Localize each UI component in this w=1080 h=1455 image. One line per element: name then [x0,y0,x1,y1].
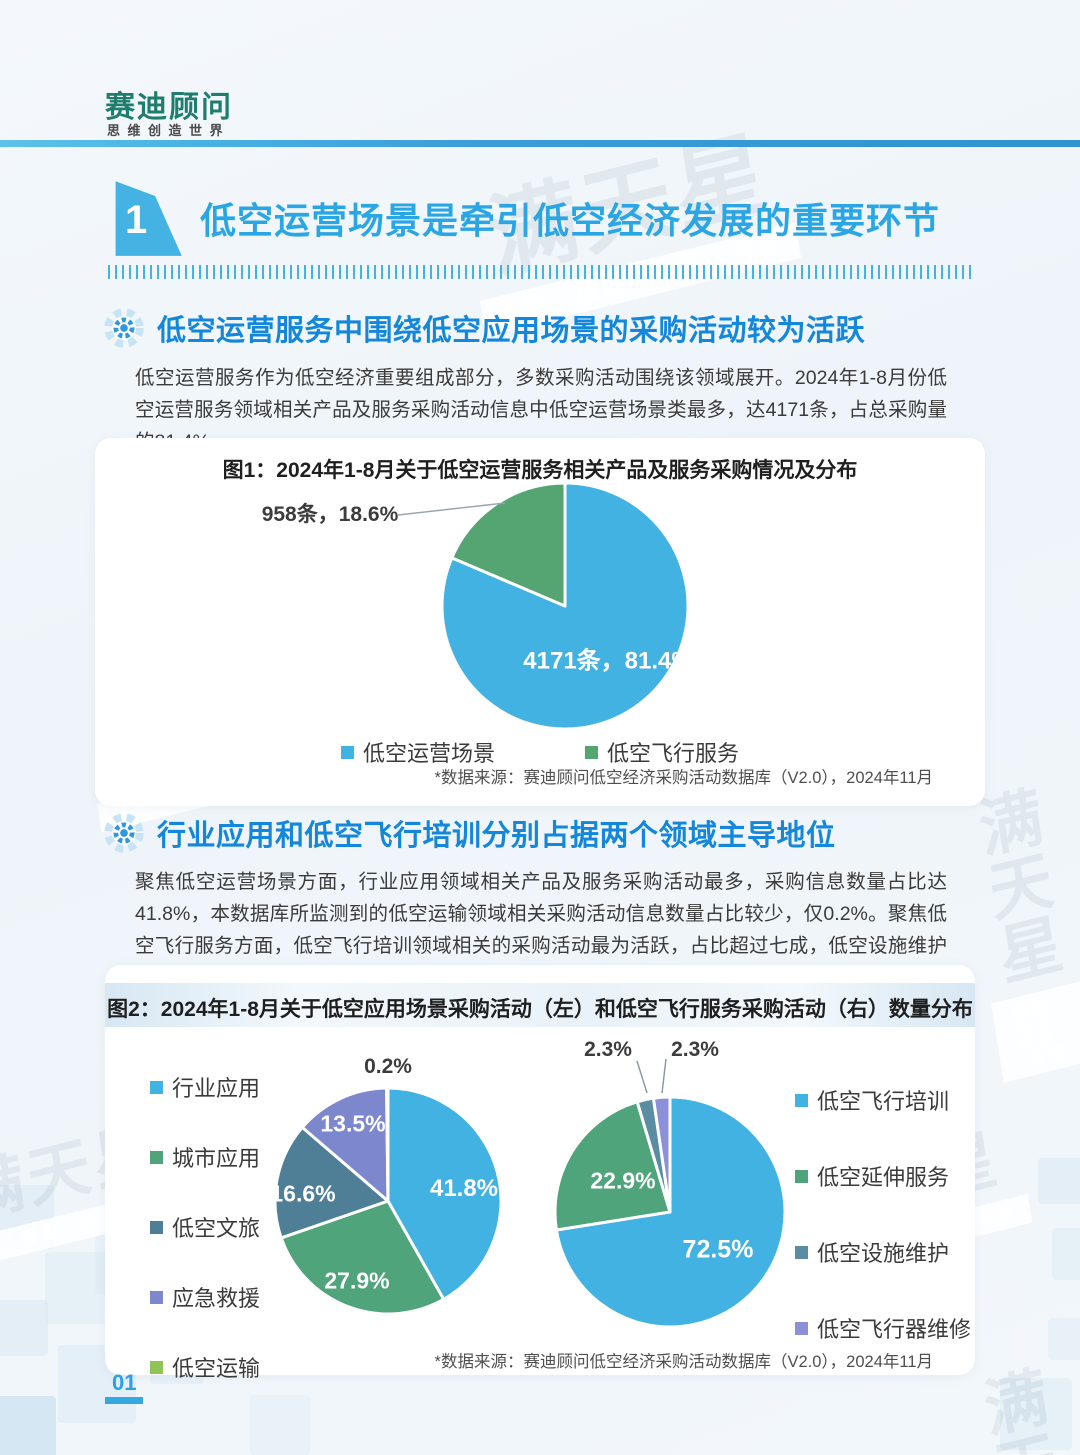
legend-item: 应急救援 [150,1281,260,1313]
bg-square [0,1185,54,1249]
figure-2-right-pie-chart [552,1094,788,1330]
figure-1-pie-chart [439,480,691,732]
legend-item: 低空文旅 [150,1211,260,1243]
legend-swatch [150,1290,163,1304]
gear-icon [104,308,144,348]
company-logo: 赛迪顾问 [105,91,233,124]
figure-1-title: 图1：2024年1-8月关于低空运营服务相关产品及服务采购情况及分布 [222,459,858,482]
legend-swatch [795,1169,808,1183]
left-pie-label: 41.8% [429,1175,499,1202]
legend-item: 低空运营场景 [340,736,495,768]
bg-square [1038,1158,1080,1204]
legend-item: 低空飞行器维修 [795,1312,971,1344]
right-pie-label: 72.5% [682,1235,754,1264]
subsection-1-heading-row: 低空运营服务中围绕低空应用场景的采购活动较为活跃 [101,305,865,351]
legend-label: 低空飞行器维修 [817,1317,972,1342]
figure-1-main-slice-label: 4171条，81.4% [523,647,693,675]
page-number-underline [105,1397,143,1404]
legend-swatch [150,1080,163,1094]
legend-swatch [795,1093,808,1107]
legend-label: 低空设施维护 [817,1241,950,1266]
legend-swatch [585,745,598,759]
section-number-badge: 1 [115,181,182,256]
watermark: 满天星 数据｜报告｜政策｜专家 [959,779,1080,1083]
logo-tagline: 思维创造世界 [107,123,231,138]
legend-label: 低空运营场景 [362,741,495,766]
left-pie-label: 13.5% [320,1110,386,1137]
bg-square [1052,1228,1080,1280]
legend-item: 低空飞行服务 [585,736,739,768]
subsection-1-title: 低空运营服务中围绕低空应用场景的采购活动较为活跃 [157,315,866,347]
legend-swatch [150,1150,163,1164]
left-pie-label: 0.2% [364,1055,412,1078]
right-pie-label: 2.3% [584,1038,632,1061]
legend-swatch [795,1245,808,1259]
legend-label: 行业应用 [172,1076,261,1101]
legend-swatch [340,745,354,759]
callout-leader-line [636,1060,648,1094]
legend-swatch [150,1220,163,1234]
page-number: 01 [112,1370,137,1395]
legend-label: 应急救援 [172,1286,261,1311]
legend-item: 低空运输 [150,1351,260,1383]
figure-1-callout-label: 958条，18.6% [261,503,399,526]
figure-2-title: 图2：2024年1-8月关于低空应用场景采购活动（左）和低空飞行服务采购活动（右… [107,998,973,1021]
legend-item: 低空飞行培训 [795,1084,971,1116]
legend-label: 低空运输 [172,1356,261,1381]
figure-2-source: *数据来源：赛迪顾问低空经济采购活动数据库（V2.0），2024年11月 [434,1353,933,1371]
legend-item: 低空延伸服务 [795,1160,971,1192]
legend-label: 低空飞行服务 [607,741,740,766]
legend-label: 城市应用 [172,1146,261,1171]
figure-2-right-legend: 低空飞行培训 低空延伸服务 低空设施维护 低空飞行器维修 [795,1084,971,1344]
legend-swatch [150,1360,163,1374]
legend-item: 行业应用 [150,1071,260,1103]
figure-2-card: 图2：2024年1-8月关于低空应用场景采购活动（左）和低空飞行服务采购活动（右… [105,965,975,1381]
figure-1-source: *数据来源：赛迪顾问低空经济采购活动数据库（V2.0），2024年11月 [434,769,933,787]
section-divider-dots [108,265,975,279]
bg-square [250,1395,310,1455]
bg-square [1000,1378,1072,1450]
legend-label: 低空延伸服务 [817,1165,950,1190]
subsection-1-paragraph: 低空运营服务作为低空经济重要组成部分，多数采购活动围绕该领域展开。2024年1-… [135,367,947,453]
legend-label: 低空飞行培训 [817,1089,950,1114]
section-title: 低空运营场景是牵引低空经济发展的重要环节 [200,200,941,241]
bg-square [1048,1318,1080,1360]
subsection-2-title: 行业应用和低空飞行培训分别占据两个领域主导地位 [157,820,836,852]
bg-square [0,1396,56,1455]
subsection-2-heading-row: 行业应用和低空飞行培训分别占据两个领域主导地位 [101,810,836,856]
right-pie-label: 2.3% [671,1038,719,1061]
gear-icon [104,813,144,853]
legend-swatch [795,1321,808,1335]
legend-label: 低空文旅 [172,1216,261,1241]
legend-item: 低空设施维护 [795,1236,971,1268]
right-pie-label: 22.9% [590,1167,656,1194]
figure-2-left-legend: 行业应用 城市应用 低空文旅 应急救援 低空运输 [150,1071,260,1383]
figure-2-left-pie-chart [272,1085,504,1317]
header-rule [0,140,1080,147]
figure-1-card: 图1：2024年1-8月关于低空运营服务相关产品及服务采购情况及分布 4171条… [95,438,985,806]
left-pie-label: 16.6% [270,1180,336,1207]
figure-1-legend: 低空运营场景 低空飞行服务 [95,736,985,768]
legend-item: 城市应用 [150,1141,260,1173]
figure-2-title-band [105,983,975,1027]
left-pie-label: 27.9% [324,1267,390,1294]
section-number: 1 [125,198,148,242]
bg-square [0,1300,48,1356]
